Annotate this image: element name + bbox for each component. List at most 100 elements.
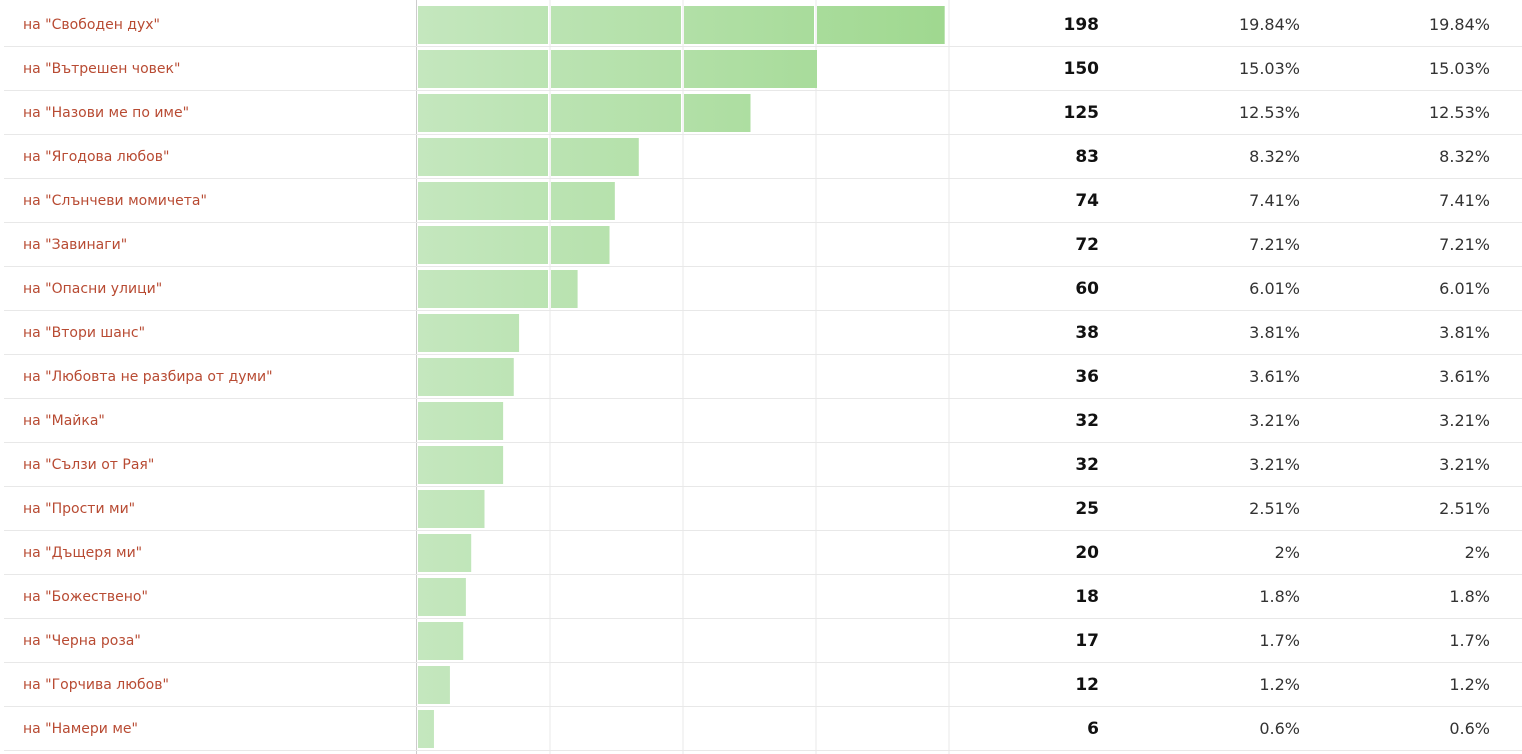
- bar: [418, 50, 817, 88]
- vote-count: 74: [1075, 191, 1099, 211]
- bar-segment: [551, 6, 681, 44]
- row-label-link[interactable]: на "Свободен дух": [23, 17, 160, 33]
- bar-segment: [418, 534, 472, 572]
- vote-percent: 6.01%: [1249, 279, 1300, 298]
- vote-percent-total: 3.61%: [1439, 367, 1490, 386]
- table-row: на "Горчива любов" 12 1.2% 1.2%: [4, 663, 1522, 707]
- bar-segment: [551, 50, 681, 88]
- vote-percent-total: 15.03%: [1428, 59, 1490, 78]
- vote-count: 12: [1075, 675, 1099, 695]
- row-label-link[interactable]: на "Завинаги": [23, 237, 128, 253]
- vote-percent-total: 8.32%: [1439, 147, 1490, 166]
- vote-count: 125: [1063, 103, 1100, 123]
- table-row: на "Черна роза" 17 1.7% 1.7%: [4, 619, 1522, 663]
- bar: [418, 182, 615, 220]
- row-label-link[interactable]: на "Намери ме": [23, 721, 138, 737]
- bar: [418, 622, 464, 660]
- vote-count: 17: [1075, 631, 1099, 651]
- bar-segment: [418, 666, 450, 704]
- vote-percent-total: 3.21%: [1439, 455, 1490, 474]
- vote-percent: 1.7%: [1259, 631, 1300, 650]
- row-label-link[interactable]: на "Назови ме по име": [23, 105, 190, 121]
- row-label-link[interactable]: на "Божествено": [23, 589, 148, 605]
- bar-segment: [418, 182, 548, 220]
- vote-percent-total: 12.53%: [1428, 103, 1490, 122]
- vote-count: 20: [1075, 543, 1099, 563]
- bar-segment: [418, 50, 548, 88]
- vote-count: 83: [1075, 147, 1099, 167]
- table-row: на "Дъщеря ми" 20 2% 2%: [4, 531, 1522, 575]
- row-label-link[interactable]: на "Сълзи от Рая": [23, 457, 155, 473]
- vote-count: 198: [1063, 15, 1100, 35]
- table-row: на "Любовта не разбира от думи" 36 3.61% 3.…: [4, 355, 1522, 399]
- row-label-link[interactable]: на "Опасни улици": [23, 281, 163, 297]
- vote-count: 25: [1075, 499, 1099, 519]
- bar: [418, 490, 485, 528]
- bar-segment: [551, 138, 639, 176]
- row-label-link[interactable]: на "Горчива любов": [23, 677, 169, 693]
- vote-percent-total: 1.7%: [1449, 631, 1490, 650]
- bar: [418, 270, 578, 308]
- table-row: на "Слънчеви момичета" 74 7.41% 7.41%: [4, 179, 1522, 223]
- vote-count: 36: [1075, 367, 1099, 387]
- table-row: на "Божествено" 18 1.8% 1.8%: [4, 575, 1522, 619]
- table-row: на "Завинаги" 72 7.21% 7.21%: [4, 223, 1522, 267]
- table-row: на "Сълзи от Рая" 32 3.21% 3.21%: [4, 443, 1522, 487]
- bar-segment: [418, 226, 548, 264]
- bar-segment: [418, 270, 548, 308]
- vote-count: 60: [1075, 279, 1099, 299]
- vote-percent: 7.41%: [1249, 191, 1300, 210]
- table-row: на "Ягодова любов" 83 8.32% 8.32%: [4, 135, 1522, 179]
- row-label-link[interactable]: на "Ягодова любов": [23, 149, 170, 165]
- row-label-link[interactable]: на "Вътрешен човек": [23, 61, 181, 77]
- vote-count: 18: [1075, 587, 1099, 607]
- table-row: на "Втори шанс" 38 3.81% 3.81%: [4, 311, 1522, 355]
- vote-percent-total: 7.41%: [1439, 191, 1490, 210]
- table-row: на "Опасни улици" 60 6.01% 6.01%: [4, 267, 1522, 311]
- bar-segment: [817, 6, 945, 44]
- bar: [418, 446, 504, 484]
- vote-percent: 2.51%: [1249, 499, 1300, 518]
- row-label-link[interactable]: на "Слънчеви момичета": [23, 193, 207, 209]
- bar-segment: [418, 314, 520, 352]
- row-label-link[interactable]: на "Майка": [23, 413, 105, 429]
- bar-segment: [418, 578, 466, 616]
- bar: [418, 226, 610, 264]
- bar-segment: [684, 94, 751, 132]
- bar-segment: [418, 94, 548, 132]
- bar-segment: [684, 50, 817, 88]
- vote-percent-total: 19.84%: [1428, 15, 1490, 34]
- bar: [418, 402, 504, 440]
- vote-percent: 7.21%: [1249, 235, 1300, 254]
- bar: [418, 138, 639, 176]
- row-label-link[interactable]: на "Прости ми": [23, 501, 136, 517]
- vote-percent: 19.84%: [1238, 15, 1300, 34]
- bar: [418, 710, 434, 748]
- bar: [418, 666, 450, 704]
- vote-percent: 12.53%: [1238, 103, 1300, 122]
- vote-percent: 3.61%: [1249, 367, 1300, 386]
- vote-percent-total: 3.81%: [1439, 323, 1490, 342]
- bar-segment: [418, 402, 504, 440]
- vote-percent: 2%: [1274, 543, 1300, 562]
- table-row: на "Намери ме" 6 0.6% 0.6%: [4, 707, 1522, 751]
- vote-count: 38: [1075, 323, 1099, 343]
- table-row: на "Вътрешен човек" 150 15.03% 15.03%: [4, 47, 1522, 91]
- bar-segment: [684, 6, 814, 44]
- bar-segment: [418, 622, 464, 660]
- row-label-link[interactable]: на "Втори шанс": [23, 325, 146, 341]
- vote-percent: 3.21%: [1249, 455, 1300, 474]
- vote-count: 32: [1075, 455, 1099, 475]
- bar: [418, 6, 945, 44]
- bar: [418, 94, 751, 132]
- row-label-link[interactable]: на "Черна роза": [23, 633, 141, 649]
- bar-segment: [551, 226, 610, 264]
- row-label-link[interactable]: на "Любовта не разбира от думи": [23, 369, 273, 385]
- vote-count: 32: [1075, 411, 1099, 431]
- table-row: на "Назови ме по име" 125 12.53% 12.53%: [4, 91, 1522, 135]
- row-label-link[interactable]: на "Дъщеря ми": [23, 545, 143, 561]
- vote-percent: 3.21%: [1249, 411, 1300, 430]
- vote-count: 6: [1087, 719, 1099, 739]
